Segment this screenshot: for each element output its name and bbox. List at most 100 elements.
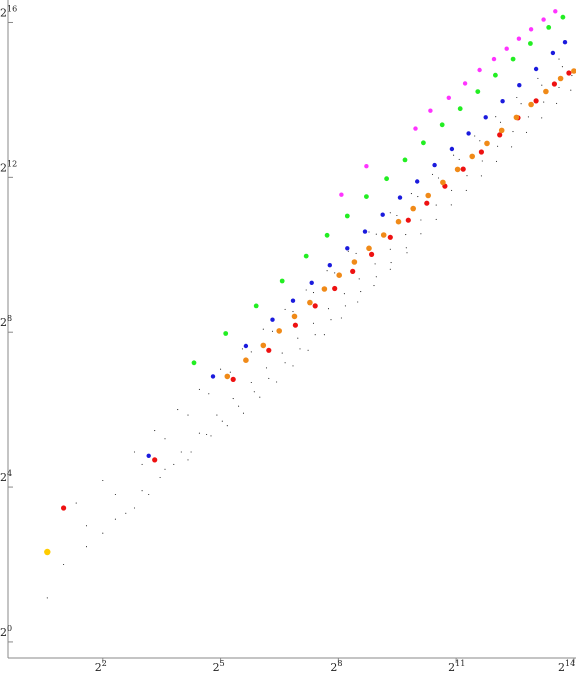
data-point [141, 490, 143, 492]
data-point [571, 75, 573, 77]
y-tick-label: 24 [0, 469, 12, 484]
data-point [243, 343, 249, 349]
data-point [396, 214, 398, 217]
data-point [223, 331, 229, 336]
data-point [421, 140, 426, 146]
data-point [543, 88, 549, 95]
data-point [292, 322, 298, 328]
data-point [141, 463, 143, 465]
data-point [343, 293, 345, 295]
data-point [395, 218, 402, 225]
data-point [85, 525, 88, 527]
data-point [500, 99, 505, 104]
data-point [527, 116, 529, 118]
data-point [469, 153, 476, 160]
data-point [435, 218, 437, 220]
data-point [292, 365, 294, 367]
data-point [516, 36, 522, 41]
data-point [284, 308, 286, 310]
data-point [373, 285, 375, 287]
data-point [558, 86, 560, 89]
data-point [474, 135, 476, 137]
data-point [546, 25, 552, 30]
data-point [268, 377, 270, 379]
data-point [413, 126, 418, 131]
data-point [327, 308, 330, 310]
data-point [357, 301, 359, 303]
data-point [114, 493, 116, 496]
data-point [305, 289, 307, 291]
data-point [344, 305, 346, 307]
series-group [61, 70, 572, 511]
data-point [334, 272, 336, 274]
data-point [164, 438, 166, 440]
data-point [368, 231, 370, 233]
data-point [180, 451, 182, 453]
series-group [44, 548, 51, 556]
data-point [480, 175, 482, 177]
data-point [484, 140, 490, 147]
data-point [46, 597, 48, 599]
data-point [374, 263, 376, 265]
data-point [402, 157, 408, 163]
data-point [553, 9, 558, 14]
data-point [133, 507, 136, 509]
data-point [528, 101, 534, 108]
data-point [208, 393, 210, 395]
data-point [512, 131, 514, 133]
data-point [458, 158, 460, 160]
data-point [481, 160, 483, 162]
data-point [520, 103, 522, 105]
data-point [312, 292, 315, 294]
data-point [314, 334, 316, 336]
data-point [460, 166, 466, 172]
data-point [198, 432, 200, 434]
data-point [326, 270, 328, 272]
data-point [345, 246, 350, 251]
data-point [551, 81, 558, 87]
data-point [389, 212, 391, 214]
data-point [533, 98, 539, 104]
x-tick-label: 28 [330, 659, 342, 674]
data-point [173, 463, 175, 465]
data-point [299, 348, 301, 350]
data-point [431, 173, 434, 175]
data-point [250, 351, 252, 353]
data-point [85, 546, 88, 548]
data-point [281, 352, 283, 354]
data-point [405, 217, 411, 223]
data-point [238, 405, 240, 407]
data-point [561, 66, 563, 68]
data-point [336, 272, 343, 279]
data-point [312, 303, 318, 309]
data-point [495, 160, 498, 162]
y-tick-label: 20 [0, 624, 12, 639]
axis-ticks: 22 25 28 211 214 20 24 28 212 216 [0, 4, 575, 674]
data-point [262, 328, 264, 330]
data-point [323, 334, 325, 336]
data-point [266, 347, 272, 353]
data-point [276, 381, 278, 383]
data-point [541, 84, 543, 86]
data-point [229, 371, 231, 373]
data-point [498, 127, 505, 134]
data-point [191, 360, 197, 366]
data-point [312, 322, 315, 324]
data-point [114, 518, 116, 520]
data-point [384, 176, 389, 182]
data-points [44, 9, 576, 599]
data-point [533, 66, 539, 72]
data-point [525, 131, 528, 133]
data-point [340, 317, 342, 319]
data-point [330, 319, 332, 321]
data-point [410, 193, 412, 195]
data-point [242, 412, 245, 414]
data-point [405, 234, 407, 236]
data-point [369, 251, 375, 257]
data-point [210, 435, 212, 437]
data-point [350, 268, 356, 274]
data-point [347, 250, 349, 252]
data-point [516, 96, 518, 99]
data-point [528, 27, 534, 32]
